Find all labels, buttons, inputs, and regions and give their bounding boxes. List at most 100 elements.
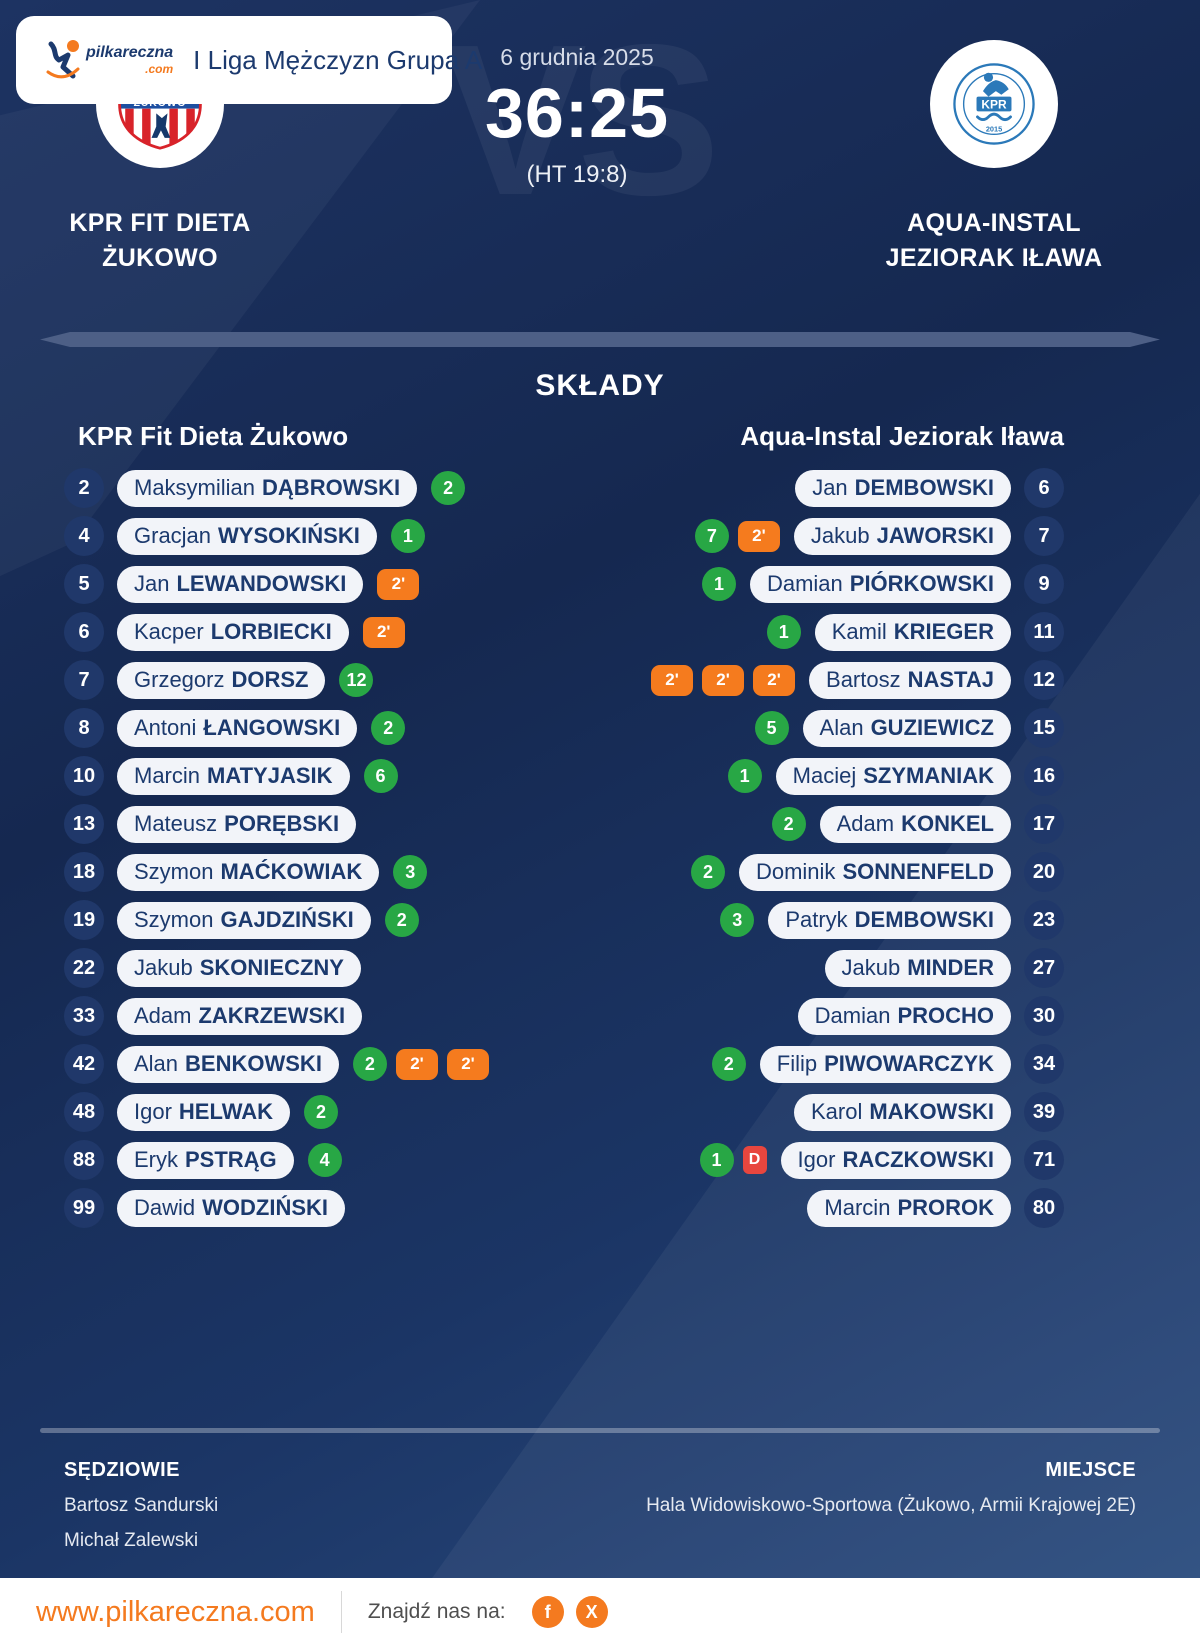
player-name-pill: Igor RACZKOWSKI: [780, 1141, 1011, 1179]
svg-text:KPR: KPR: [981, 98, 1007, 112]
referee-name: Bartosz Sandurski: [64, 1495, 219, 1516]
player-name-pill: Alan GUZIEWICZ: [802, 709, 1011, 747]
goals-badge: 2: [304, 1095, 339, 1129]
player-row: 2 Dominik SONNENFELD 20: [579, 848, 1064, 896]
officials-section: SĘDZIOWIE Bartosz Sandurski Michał Zalew…: [64, 1459, 1136, 1552]
home-roster-header: KPR Fit Dieta Żukowo: [78, 421, 349, 451]
player-last-name: MAKOWSKI: [869, 1099, 994, 1124]
venue-label: MIEJSCE: [1045, 1459, 1136, 1481]
player-last-name: MAĆKOWIAK: [220, 859, 363, 884]
player-badges: 2': [362, 616, 405, 648]
home-team-name-line1: KPR FIT DIETA: [69, 209, 251, 237]
player-name-pill: Kamil KRIEGER: [814, 613, 1011, 651]
player-row: Jan DEMBOWSKI 6: [579, 464, 1064, 512]
player-badges: 5: [754, 711, 789, 745]
player-first-name: Dawid: [134, 1195, 196, 1220]
player-first-name: Antoni: [134, 715, 197, 740]
player-first-name: Adam: [134, 1003, 192, 1028]
player-number-badge: 8: [64, 708, 104, 748]
player-last-name: MATYJASIK: [207, 763, 333, 788]
player-badges: 7 2': [694, 519, 780, 553]
player-first-name: Jakub: [810, 523, 870, 548]
goals-badge: 2: [352, 1047, 387, 1081]
x-icon[interactable]: X: [575, 1596, 608, 1628]
player-row: Damian PROCHO 30: [579, 992, 1064, 1040]
player-first-name: Jan: [812, 475, 848, 500]
player-badges: 2: [690, 855, 725, 889]
player-badges: 2: [431, 471, 466, 505]
home-team-name-line2: ŻUKOWO: [102, 244, 218, 272]
goals-badge: 2: [771, 807, 806, 841]
brand-tld: .com: [145, 62, 174, 76]
away-roster-list: Jan DEMBOWSKI 6 7 2' Jakub JAWORSKI 7 1 Damian PIÓ…: [579, 464, 1064, 1232]
player-row: Karol MAKOWSKI 39: [579, 1088, 1064, 1136]
player-row: Jakub MINDER 27: [579, 944, 1064, 992]
player-first-name: Bartosz: [826, 667, 901, 692]
player-row: 2' 2' 2' Bartosz NASTAJ 12: [579, 656, 1064, 704]
facebook-icon[interactable]: f: [531, 1596, 564, 1628]
match-date: 6 grudnia 2025: [500, 44, 654, 70]
final-score: 36:25: [484, 74, 670, 152]
player-badges: 3: [720, 903, 755, 937]
pilkareczna-logo: pilkareczna .com: [42, 37, 173, 83]
player-row: 1 D Igor RACZKOWSKI 71: [579, 1136, 1064, 1184]
player-number-badge: 23: [1024, 900, 1064, 940]
player-last-name: SONNENFELD: [842, 859, 994, 884]
goals-badge: 5: [754, 711, 789, 745]
player-number-badge: 27: [1024, 948, 1064, 988]
goals-badge: 2: [690, 855, 725, 889]
player-last-name: HELWAK: [178, 1099, 274, 1124]
player-name-pill: Igor HELWAK: [117, 1093, 291, 1131]
player-number-badge: 88: [64, 1140, 104, 1180]
player-first-name: Kamil: [831, 619, 887, 644]
goals-badge: 2: [711, 1047, 746, 1081]
two-minute-suspension-badge: 2': [362, 616, 405, 648]
player-number-badge: 2: [64, 468, 104, 508]
player-badges: 2: [371, 711, 406, 745]
player-name-pill: Filip PIWOWARCZYK: [759, 1045, 1011, 1083]
player-last-name: GAJDZIŃSKI: [220, 907, 354, 932]
player-first-name: Jan: [134, 571, 170, 596]
player-row: 3 Patryk DEMBOWSKI 23: [579, 896, 1064, 944]
player-last-name: ZAKRZEWSKI: [198, 1003, 346, 1028]
player-last-name: PORĘBSKI: [224, 811, 340, 836]
player-last-name: DEMBOWSKI: [854, 907, 994, 932]
player-row: 7 Grzegorz DORSZ 12: [64, 656, 549, 704]
player-name-pill: Marcin MATYJASIK: [117, 757, 350, 795]
player-name-pill: Mateusz PORĘBSKI: [117, 805, 357, 843]
kpr-jeziorak-crest-icon: KPR 2015: [951, 61, 1037, 147]
score-block: VS 6 grudnia 2025 36:25 (HT 19:8): [320, 12, 834, 276]
goals-badge: 3: [393, 855, 428, 889]
goals-badge: 1: [766, 615, 801, 649]
player-last-name: RACZKOWSKI: [842, 1147, 994, 1172]
player-number-badge: 80: [1024, 1188, 1064, 1228]
player-name-pill: Szymon GAJDZIŃSKI: [117, 901, 371, 939]
player-row: 2 Maksymilian DĄBROWSKI 2: [64, 464, 549, 512]
goals-badge: 1: [727, 759, 762, 793]
player-last-name: PROROK: [897, 1195, 994, 1220]
player-last-name: GUZIEWICZ: [870, 715, 994, 740]
player-number-badge: 11: [1024, 612, 1064, 652]
player-first-name: Damian: [814, 1003, 891, 1028]
player-badges: 2: [304, 1095, 339, 1129]
away-team-logo: KPR 2015: [930, 40, 1058, 168]
player-badges: 2 2' 2': [352, 1047, 489, 1081]
player-row: 1 Damian PIÓRKOWSKI 9: [579, 560, 1064, 608]
player-first-name: Igor: [134, 1099, 172, 1124]
player-first-name: Patryk: [785, 907, 848, 932]
player-badges: 1: [390, 519, 425, 553]
handball-player-icon: [46, 40, 80, 79]
player-name-pill: Szymon MAĆKOWIAK: [117, 853, 380, 891]
player-first-name: Adam: [836, 811, 895, 836]
player-first-name: Marcin: [824, 1195, 891, 1220]
player-row: 5 Jan LEWANDOWSKI 2': [64, 560, 549, 608]
player-last-name: LORBIECKI: [210, 619, 332, 644]
player-first-name: Karol: [810, 1099, 863, 1124]
player-number-badge: 13: [64, 804, 104, 844]
goals-badge: 1: [390, 519, 425, 553]
player-number-badge: 99: [64, 1188, 104, 1228]
website-link[interactable]: www.pilkareczna.com: [36, 1595, 315, 1628]
player-badges: 2: [711, 1047, 746, 1081]
player-first-name: Maciej: [792, 763, 857, 788]
